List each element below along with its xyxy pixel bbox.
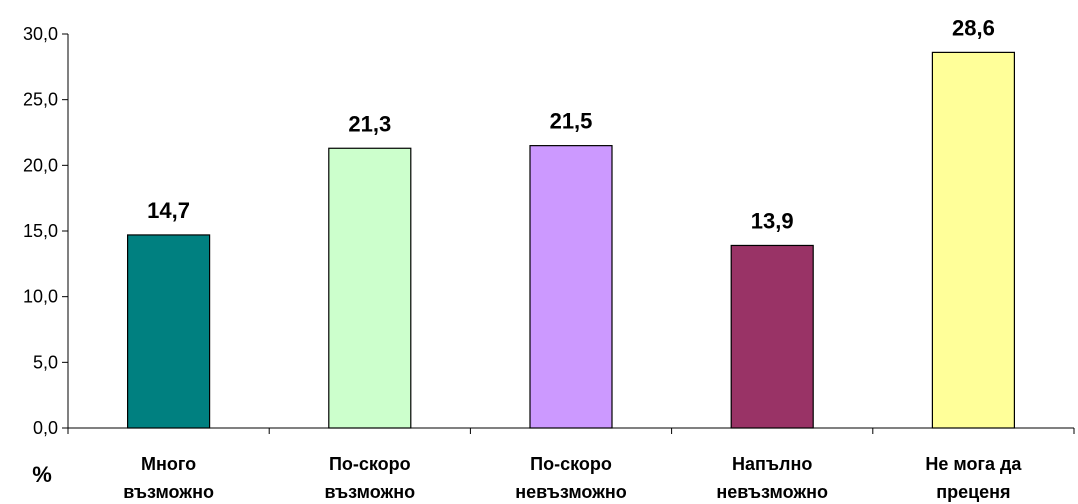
x-category-label: невъзможно xyxy=(515,482,627,502)
bar-value-label: 21,5 xyxy=(550,109,593,134)
x-category-label: невъзможно xyxy=(716,482,828,502)
y-tick-label: 15,0 xyxy=(23,221,58,241)
bar xyxy=(529,145,613,429)
chart-axes: 0,0 5,0 10,0 15,0 20,0 25,0 30,0 xyxy=(23,24,1075,438)
y-axis-unit-label: % xyxy=(32,462,52,487)
y-tick-label: 25,0 xyxy=(23,90,58,110)
x-category-label: Не мога да xyxy=(925,454,1022,474)
x-category-label: Напълно xyxy=(732,454,812,474)
x-category-label: По-скоро xyxy=(530,454,612,474)
bar xyxy=(328,147,412,429)
bar-value-label: 14,7 xyxy=(147,198,190,223)
bar-value-label: 28,6 xyxy=(952,15,995,40)
x-category-label: преценя xyxy=(936,482,1010,502)
bar xyxy=(931,51,1016,429)
y-tick-label: 20,0 xyxy=(23,155,58,175)
x-category-label: Много xyxy=(141,454,196,474)
y-tick-label: 30,0 xyxy=(23,24,58,44)
bar-value-label: 13,9 xyxy=(751,208,794,233)
bar-value-label: 21,3 xyxy=(348,111,391,136)
bar xyxy=(126,234,211,429)
chart-bars: 14,7 Много възможно 21,3 По-скоро възможно 21,… xyxy=(123,15,1022,502)
x-category-label: възможно xyxy=(324,482,415,502)
y-tick-label: 5,0 xyxy=(33,352,58,372)
bar xyxy=(730,244,814,429)
y-tick-label: 0,0 xyxy=(33,418,58,438)
x-category-label: По-скоро xyxy=(329,454,411,474)
y-tick-label: 10,0 xyxy=(23,287,58,307)
x-category-label: възможно xyxy=(123,482,214,502)
